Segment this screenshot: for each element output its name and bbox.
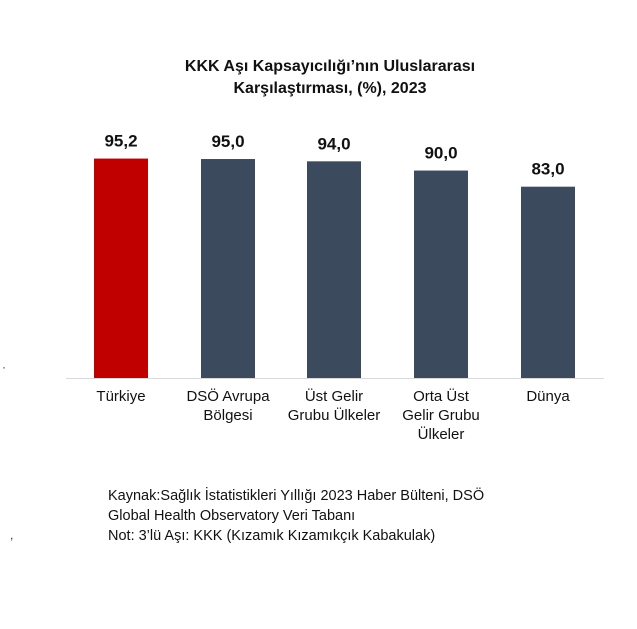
category-label-4-0: Dünya	[526, 388, 570, 405]
page-edge-mark: ,	[10, 528, 14, 542]
bar-0	[94, 158, 148, 378]
chart-title: KKK Aşı Kapsayıcılığı’nın Uluslararası K…	[120, 56, 540, 100]
category-label-3-0: Orta Üst	[413, 387, 470, 405]
category-label-1-1: Bölgesi	[203, 407, 252, 424]
bars-layer	[94, 158, 575, 378]
chart-title-line-2: Karşılaştırması, (%), 2023	[233, 80, 427, 97]
source-line-1: Kaynak:Sağlık İstatistikleri Yıllığı 202…	[108, 488, 485, 504]
data-label-3: 90,0	[424, 144, 457, 163]
data-label-2: 94,0	[317, 134, 350, 153]
category-label-3-1: Gelir Grubu	[402, 407, 480, 424]
source-line-2: Global Health Observatory Veri Tabanı	[108, 508, 356, 524]
data-label-4: 83,0	[531, 160, 564, 179]
bar-1	[201, 159, 255, 378]
page-edge-mark: ·	[2, 360, 6, 374]
bar-2	[307, 161, 361, 378]
source-footer: Kaynak:Sağlık İstatistikleri Yıllığı 202…	[108, 486, 608, 546]
category-label-1-0: DSÖ Avrupa	[186, 387, 270, 405]
labels-layer: 95,2 Türkiye 95,0 DSÖ Avrupa Bölgesi 94,0 Üst …	[96, 132, 570, 443]
category-label-3-2: Ülkeler	[418, 425, 465, 443]
category-label-0-0: Türkiye	[96, 388, 145, 405]
bar-4	[521, 186, 575, 378]
data-label-1: 95,0	[211, 132, 244, 151]
chart-title-line-1: KKK Aşı Kapsayıcılığı’nın Uluslararası	[184, 58, 476, 75]
category-label-2-1: Grubu Ülkeler	[288, 406, 381, 424]
data-label-0: 95,2	[104, 132, 137, 151]
note-line: Not: 3’lü Aşı: KKK (Kızamık Kızamıkçık K…	[108, 528, 436, 544]
bar-3	[414, 170, 468, 378]
category-label-2-0: Üst Gelir	[305, 387, 363, 405]
